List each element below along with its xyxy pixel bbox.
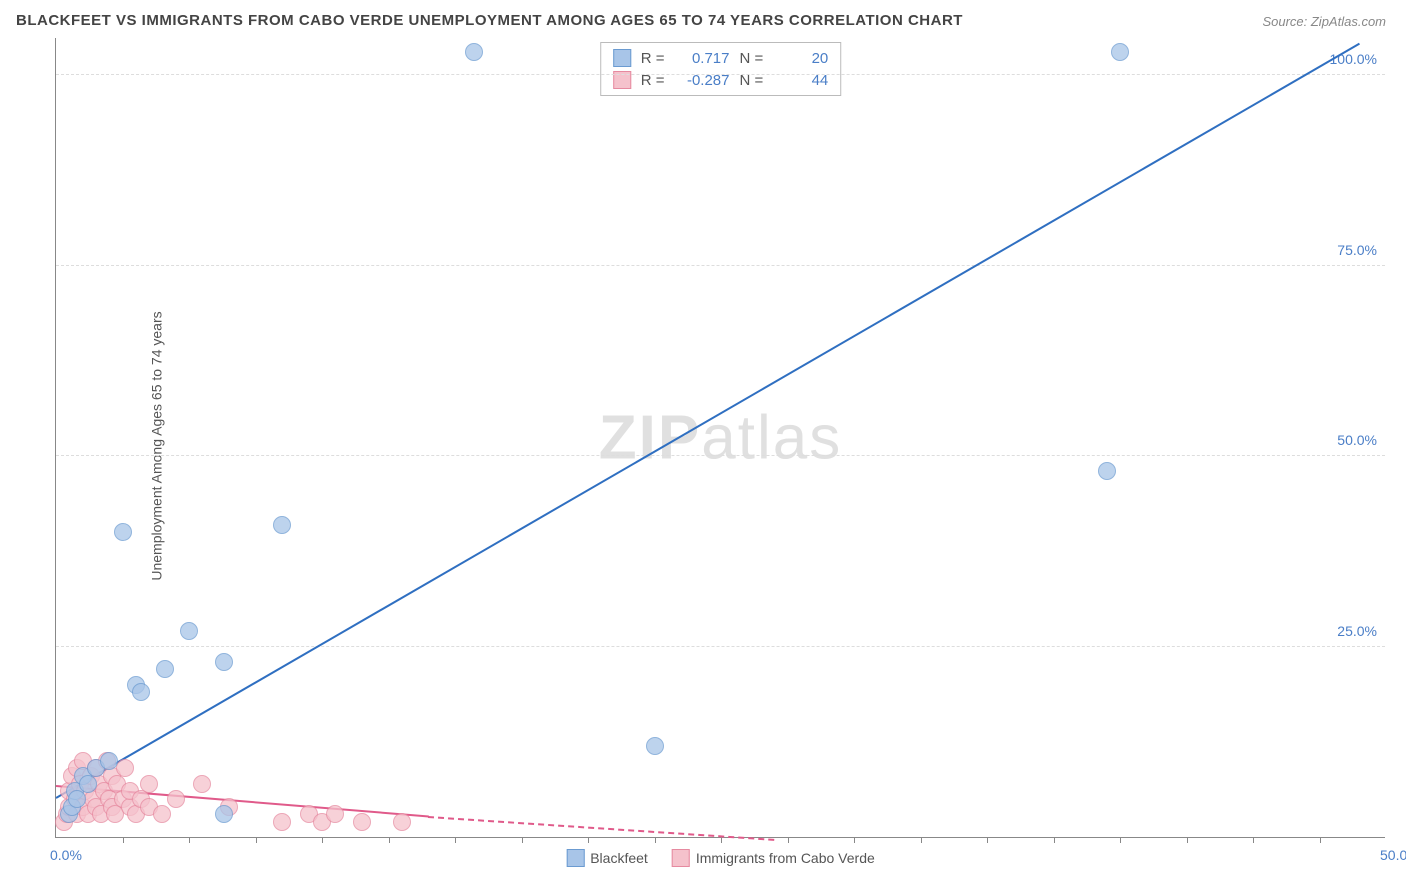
n-label: N =: [740, 50, 764, 67]
data-point-blackfeet: [646, 737, 664, 755]
legend-label: Immigrants from Cabo Verde: [696, 850, 875, 866]
gridline: [56, 646, 1385, 647]
data-point-blackfeet: [215, 653, 233, 671]
data-point-caboverde: [353, 813, 371, 831]
x-minor-tick: [322, 837, 323, 843]
data-point-blackfeet: [100, 752, 118, 770]
data-point-blackfeet: [132, 683, 150, 701]
x-minor-tick: [854, 837, 855, 843]
legend-label: Blackfeet: [590, 850, 648, 866]
y-tick-label: 75.0%: [1337, 242, 1377, 258]
x-minor-tick: [1253, 837, 1254, 843]
correlation-chart: BLACKFEET VS IMMIGRANTS FROM CABO VERDE …: [0, 0, 1406, 892]
series-legend: Blackfeet Immigrants from Cabo Verde: [566, 849, 875, 867]
data-point-blackfeet: [68, 790, 86, 808]
x-tick-label: 50.0%: [1380, 847, 1406, 863]
stats-row: R = 0.717 N = 20: [613, 47, 829, 69]
r-label: R =: [641, 50, 665, 67]
y-tick-label: 100.0%: [1330, 51, 1377, 67]
trend-line: [55, 43, 1359, 799]
data-point-caboverde: [393, 813, 411, 831]
data-point-caboverde: [116, 759, 134, 777]
gridline: [56, 265, 1385, 266]
x-minor-tick: [189, 837, 190, 843]
x-minor-tick: [1320, 837, 1321, 843]
x-minor-tick: [1054, 837, 1055, 843]
x-minor-tick: [987, 837, 988, 843]
chart-title: BLACKFEET VS IMMIGRANTS FROM CABO VERDE …: [16, 12, 963, 29]
x-minor-tick: [522, 837, 523, 843]
data-point-blackfeet: [180, 622, 198, 640]
x-minor-tick: [455, 837, 456, 843]
data-point-blackfeet: [1111, 43, 1129, 61]
data-point-caboverde: [193, 775, 211, 793]
x-minor-tick: [921, 837, 922, 843]
x-minor-tick: [389, 837, 390, 843]
data-point-caboverde: [167, 790, 185, 808]
n-value: 20: [773, 50, 828, 67]
legend-item: Blackfeet: [566, 849, 648, 867]
x-minor-tick: [1187, 837, 1188, 843]
data-point-blackfeet: [1098, 462, 1116, 480]
x-minor-tick: [721, 837, 722, 843]
data-point-blackfeet: [465, 43, 483, 61]
stats-row: R =-0.287N =44: [613, 69, 829, 91]
legend-swatch: [672, 849, 690, 867]
x-tick-label: 0.0%: [50, 847, 82, 863]
plot-area: ZIPatlas R =0.717N =20R =-0.287N =44 Bla…: [55, 38, 1385, 838]
stats-legend-box: R = 0.717 N = 20 R =-0.287N =44: [600, 42, 842, 96]
data-point-blackfeet: [273, 516, 291, 534]
data-point-blackfeet: [114, 523, 132, 541]
y-tick-label: 25.0%: [1337, 623, 1377, 639]
y-tick-label: 50.0%: [1337, 432, 1377, 448]
source-attribution: Source: ZipAtlas.com: [1262, 14, 1386, 29]
gridline: [56, 74, 1385, 75]
data-point-caboverde: [153, 805, 171, 823]
x-minor-tick: [123, 837, 124, 843]
x-minor-tick: [1120, 837, 1121, 843]
legend-swatch: [613, 49, 631, 67]
x-minor-tick: [588, 837, 589, 843]
legend-swatch: [566, 849, 584, 867]
trend-line-dashed: [428, 816, 774, 841]
data-point-caboverde: [273, 813, 291, 831]
data-point-blackfeet: [156, 660, 174, 678]
x-minor-tick: [788, 837, 789, 843]
data-point-caboverde: [326, 805, 344, 823]
data-point-blackfeet: [215, 805, 233, 823]
x-minor-tick: [256, 837, 257, 843]
legend-item: Immigrants from Cabo Verde: [672, 849, 875, 867]
x-minor-tick: [655, 837, 656, 843]
r-value: 0.717: [675, 50, 730, 67]
data-point-caboverde: [140, 775, 158, 793]
gridline: [56, 455, 1385, 456]
